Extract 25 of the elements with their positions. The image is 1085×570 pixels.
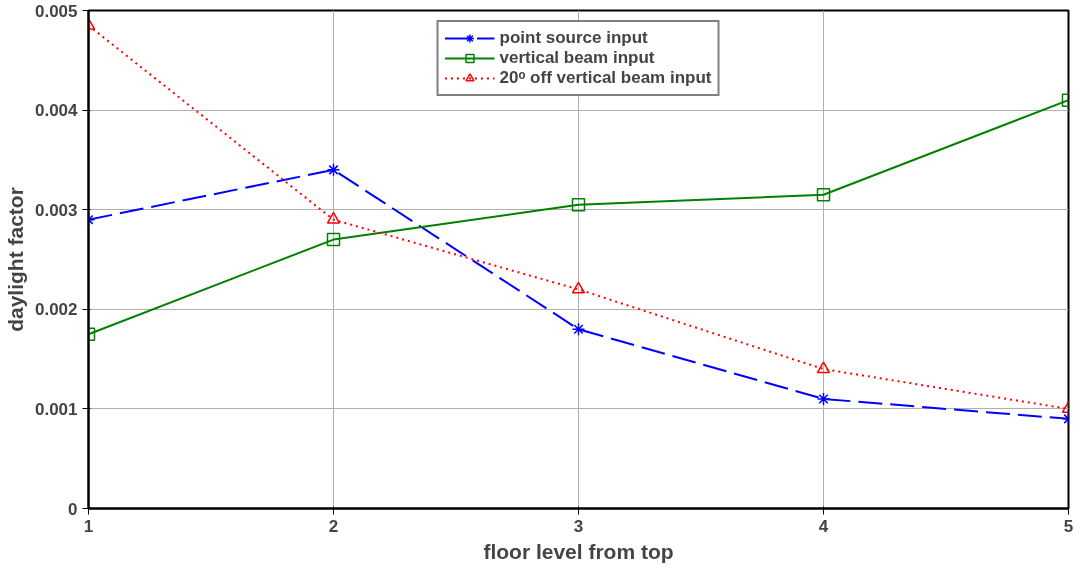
point xyxy=(816,392,831,406)
point xyxy=(816,361,831,374)
point xyxy=(326,232,341,247)
point xyxy=(326,163,341,177)
point xyxy=(571,322,586,336)
point xyxy=(571,281,586,294)
x-tick-label: 1 xyxy=(83,516,94,536)
legend-label: 20ᵒ off vertical beam input xyxy=(499,68,712,88)
y-axis-title: daylight factor xyxy=(3,187,27,332)
legend-label: point source input xyxy=(499,28,648,48)
y-tick-label: 0.003 xyxy=(34,200,78,220)
y-tick-label: 0 xyxy=(68,499,78,519)
y-tick-label: 0.004 xyxy=(34,101,79,121)
x-tick-label: 5 xyxy=(1063,516,1074,536)
x-tick-label: 3 xyxy=(573,516,584,536)
point xyxy=(326,211,341,224)
y-tick-label: 0.005 xyxy=(34,1,78,21)
legend-label: vertical beam input xyxy=(499,48,655,68)
y-tick-label: 0.001 xyxy=(34,399,78,419)
point xyxy=(816,188,831,202)
x-axis-title: floor level from top xyxy=(483,539,674,563)
x-tick-label: 2 xyxy=(328,516,339,536)
point xyxy=(571,197,586,212)
y-tick-label: 0.002 xyxy=(34,300,78,320)
x-tick-label: 4 xyxy=(818,516,829,536)
